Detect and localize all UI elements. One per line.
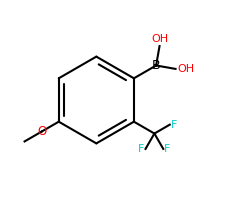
Text: OH: OH <box>178 64 195 74</box>
Text: F: F <box>164 144 171 154</box>
Text: O: O <box>37 125 46 138</box>
Text: OH: OH <box>151 34 168 44</box>
Text: B: B <box>152 59 160 72</box>
Text: F: F <box>171 120 177 130</box>
Text: F: F <box>138 144 144 154</box>
